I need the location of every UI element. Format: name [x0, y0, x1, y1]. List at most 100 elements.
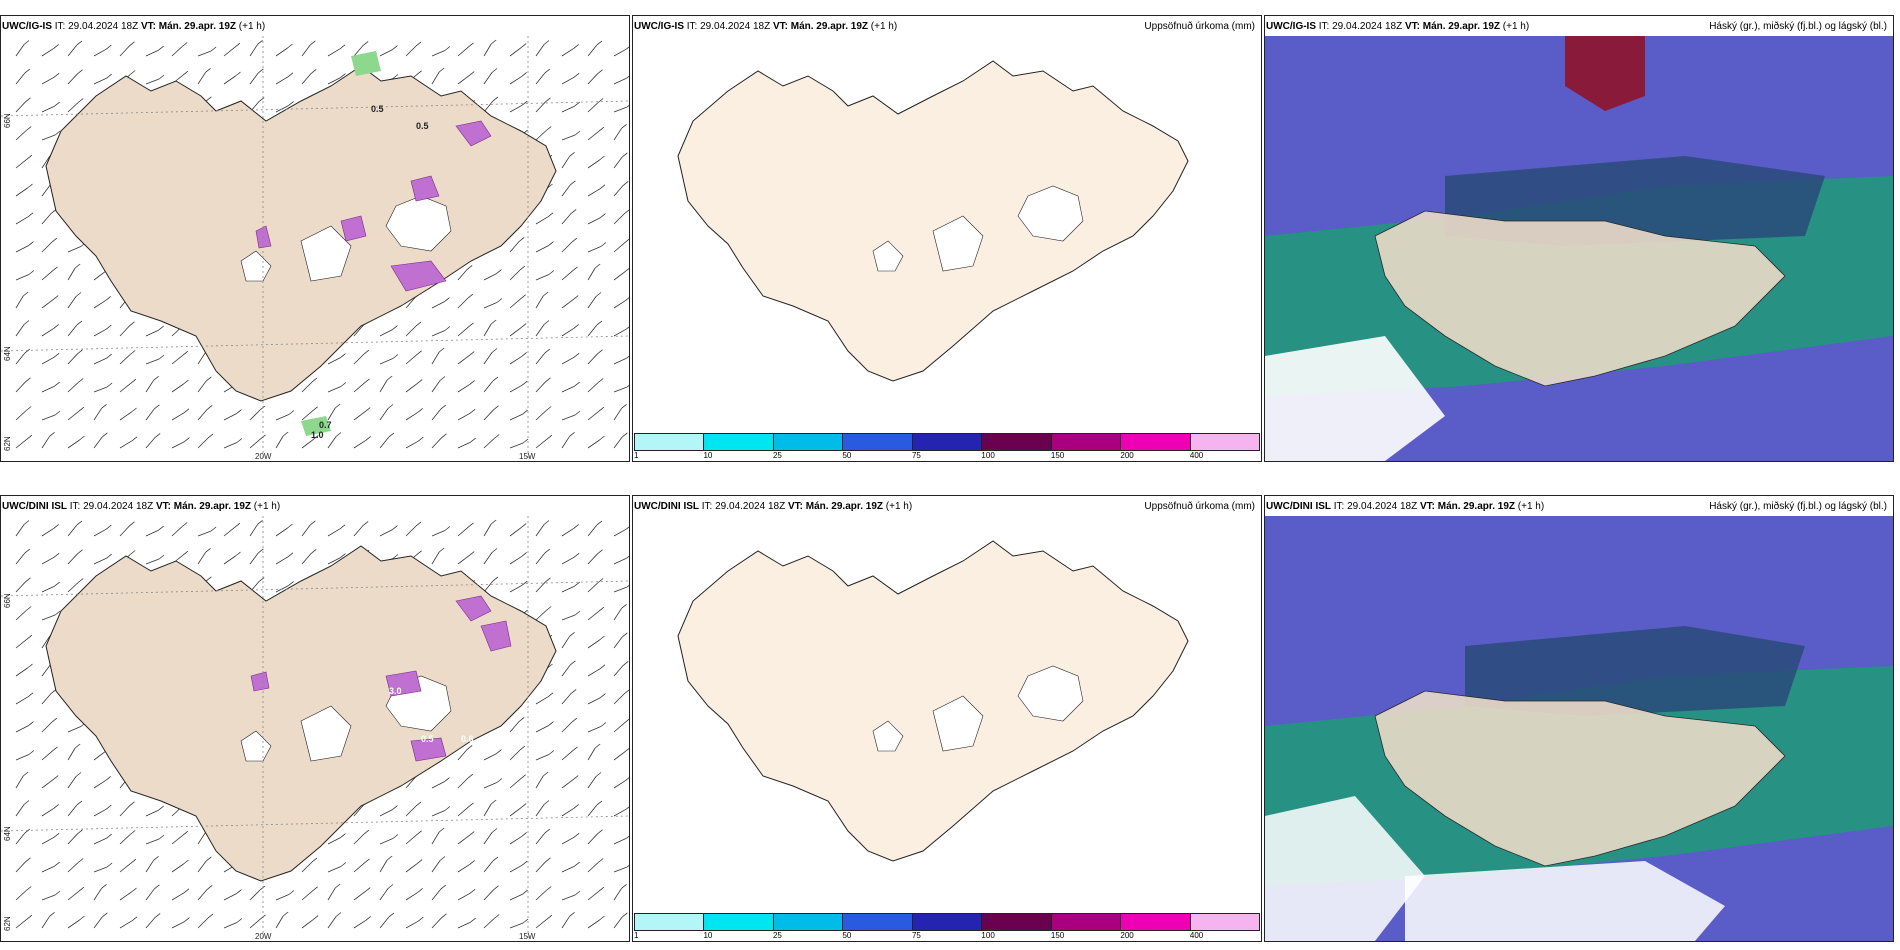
wind-barb-flag — [417, 916, 424, 922]
wind-barb — [613, 636, 623, 649]
wind-barb — [509, 47, 522, 57]
wind-barb-flag — [493, 405, 499, 411]
wind-barb-flag — [490, 519, 497, 525]
wind-barb — [561, 436, 570, 449]
wind-barb-flag — [183, 408, 190, 414]
wind-barb-flag — [206, 405, 213, 410]
wind-barb — [431, 437, 442, 449]
wind-barb — [535, 581, 546, 593]
wind-barb-flag — [258, 548, 264, 554]
wind-barb-flag — [206, 885, 213, 890]
wind-barb — [119, 411, 132, 421]
wind-barb-flag — [51, 237, 58, 243]
wind-barb — [15, 44, 25, 57]
wind-barb-flag — [599, 635, 605, 641]
wind-barb — [561, 836, 575, 845]
wind-barb — [483, 352, 493, 365]
wind-barb — [379, 529, 393, 537]
wind-barb-flag — [154, 404, 160, 410]
wind-barb-flag — [491, 828, 498, 833]
wind-barb-flag — [522, 918, 529, 924]
wind-barb-flag — [598, 126, 605, 132]
wind-barb-flag — [441, 433, 447, 439]
wind-barb-flag — [158, 325, 164, 331]
wind-barb-flag — [181, 42, 188, 47]
wind-barb — [249, 889, 261, 901]
wind-barb-flag — [466, 265, 473, 270]
wind-barb-flag — [570, 180, 576, 186]
wind-barb-flag — [597, 349, 603, 355]
wind-barb — [457, 46, 469, 57]
wind-barb — [613, 386, 628, 393]
wind-barb-flag — [521, 380, 528, 386]
colorbar-seg — [982, 434, 1052, 450]
lon-label-20: 20W — [255, 932, 272, 941]
wind-barb — [535, 72, 546, 85]
wind-barb — [561, 213, 572, 225]
wind-barb-flag — [521, 100, 528, 106]
wind-barb — [197, 72, 206, 85]
wind-barb-flag — [287, 523, 293, 529]
map-value-label: 0.5 — [371, 104, 384, 114]
wind-barb — [67, 324, 78, 337]
wind-barb — [509, 556, 522, 565]
wind-barb — [41, 270, 53, 281]
wind-barb — [41, 721, 53, 733]
wind-barb-flag — [364, 887, 371, 892]
wind-barb-flag — [543, 800, 550, 805]
wind-barb — [431, 301, 445, 309]
colorbar-tick: 100 — [981, 931, 995, 940]
wind-barb — [15, 667, 28, 677]
wind-barb — [483, 832, 493, 845]
wind-barb-flag — [106, 382, 113, 388]
wind-barb-flag — [257, 519, 263, 525]
wind-barb — [587, 668, 601, 677]
cloud-map — [1265, 516, 1893, 941]
wind-barb — [561, 693, 572, 705]
wind-barb — [353, 353, 365, 365]
wind-barb — [431, 551, 440, 565]
wind-barb — [93, 837, 107, 845]
wind-barb — [41, 916, 50, 929]
wind-barb — [15, 754, 30, 761]
wind-barb-flag — [542, 291, 549, 297]
wind-barb-flag — [310, 520, 316, 526]
wind-barb-flag — [545, 857, 551, 863]
panel-header: UWC/DINI ISL IT: 29.04.2024 18Z VT: Mán.… — [634, 501, 1255, 512]
wind-barb — [509, 721, 520, 733]
wind-barb-flag — [518, 717, 525, 722]
wind-barb — [509, 442, 524, 449]
wind-barb-flag — [469, 380, 475, 385]
wind-barb-flag — [468, 522, 474, 528]
wind-barb-flag — [548, 270, 555, 275]
wind-barb — [145, 917, 156, 929]
wind-barb — [613, 48, 627, 57]
wind-barb — [613, 866, 628, 873]
wind-barb — [561, 105, 575, 113]
wind-barb — [41, 134, 56, 141]
wind-barb-flag — [207, 913, 214, 919]
wind-barb — [15, 861, 26, 873]
wind-barb — [327, 528, 341, 537]
wind-barb — [67, 919, 80, 929]
wind-barb-flag — [236, 918, 243, 923]
wind-barb-flag — [439, 376, 446, 381]
wind-barb — [119, 45, 130, 57]
wind-barb — [457, 526, 469, 537]
wind-barb — [41, 894, 56, 901]
wind-barb-flag — [496, 269, 502, 274]
wind-barb-flag — [493, 885, 499, 891]
wind-barb-flag — [625, 326, 629, 330]
wind-barb — [93, 408, 102, 421]
wind-barb-flag — [27, 692, 34, 698]
wind-barb-flag — [522, 438, 529, 444]
wind-barb-flag — [206, 96, 212, 102]
wind-barb-flag — [574, 381, 580, 387]
wind-barb-flag — [311, 857, 318, 863]
wind-barb-flag — [468, 351, 475, 356]
wind-barb — [93, 328, 107, 337]
wind-barb-flag — [77, 829, 83, 835]
wind-barb — [509, 298, 521, 309]
map-value-label: 0.5 — [421, 734, 434, 744]
wind-barb — [587, 246, 602, 253]
